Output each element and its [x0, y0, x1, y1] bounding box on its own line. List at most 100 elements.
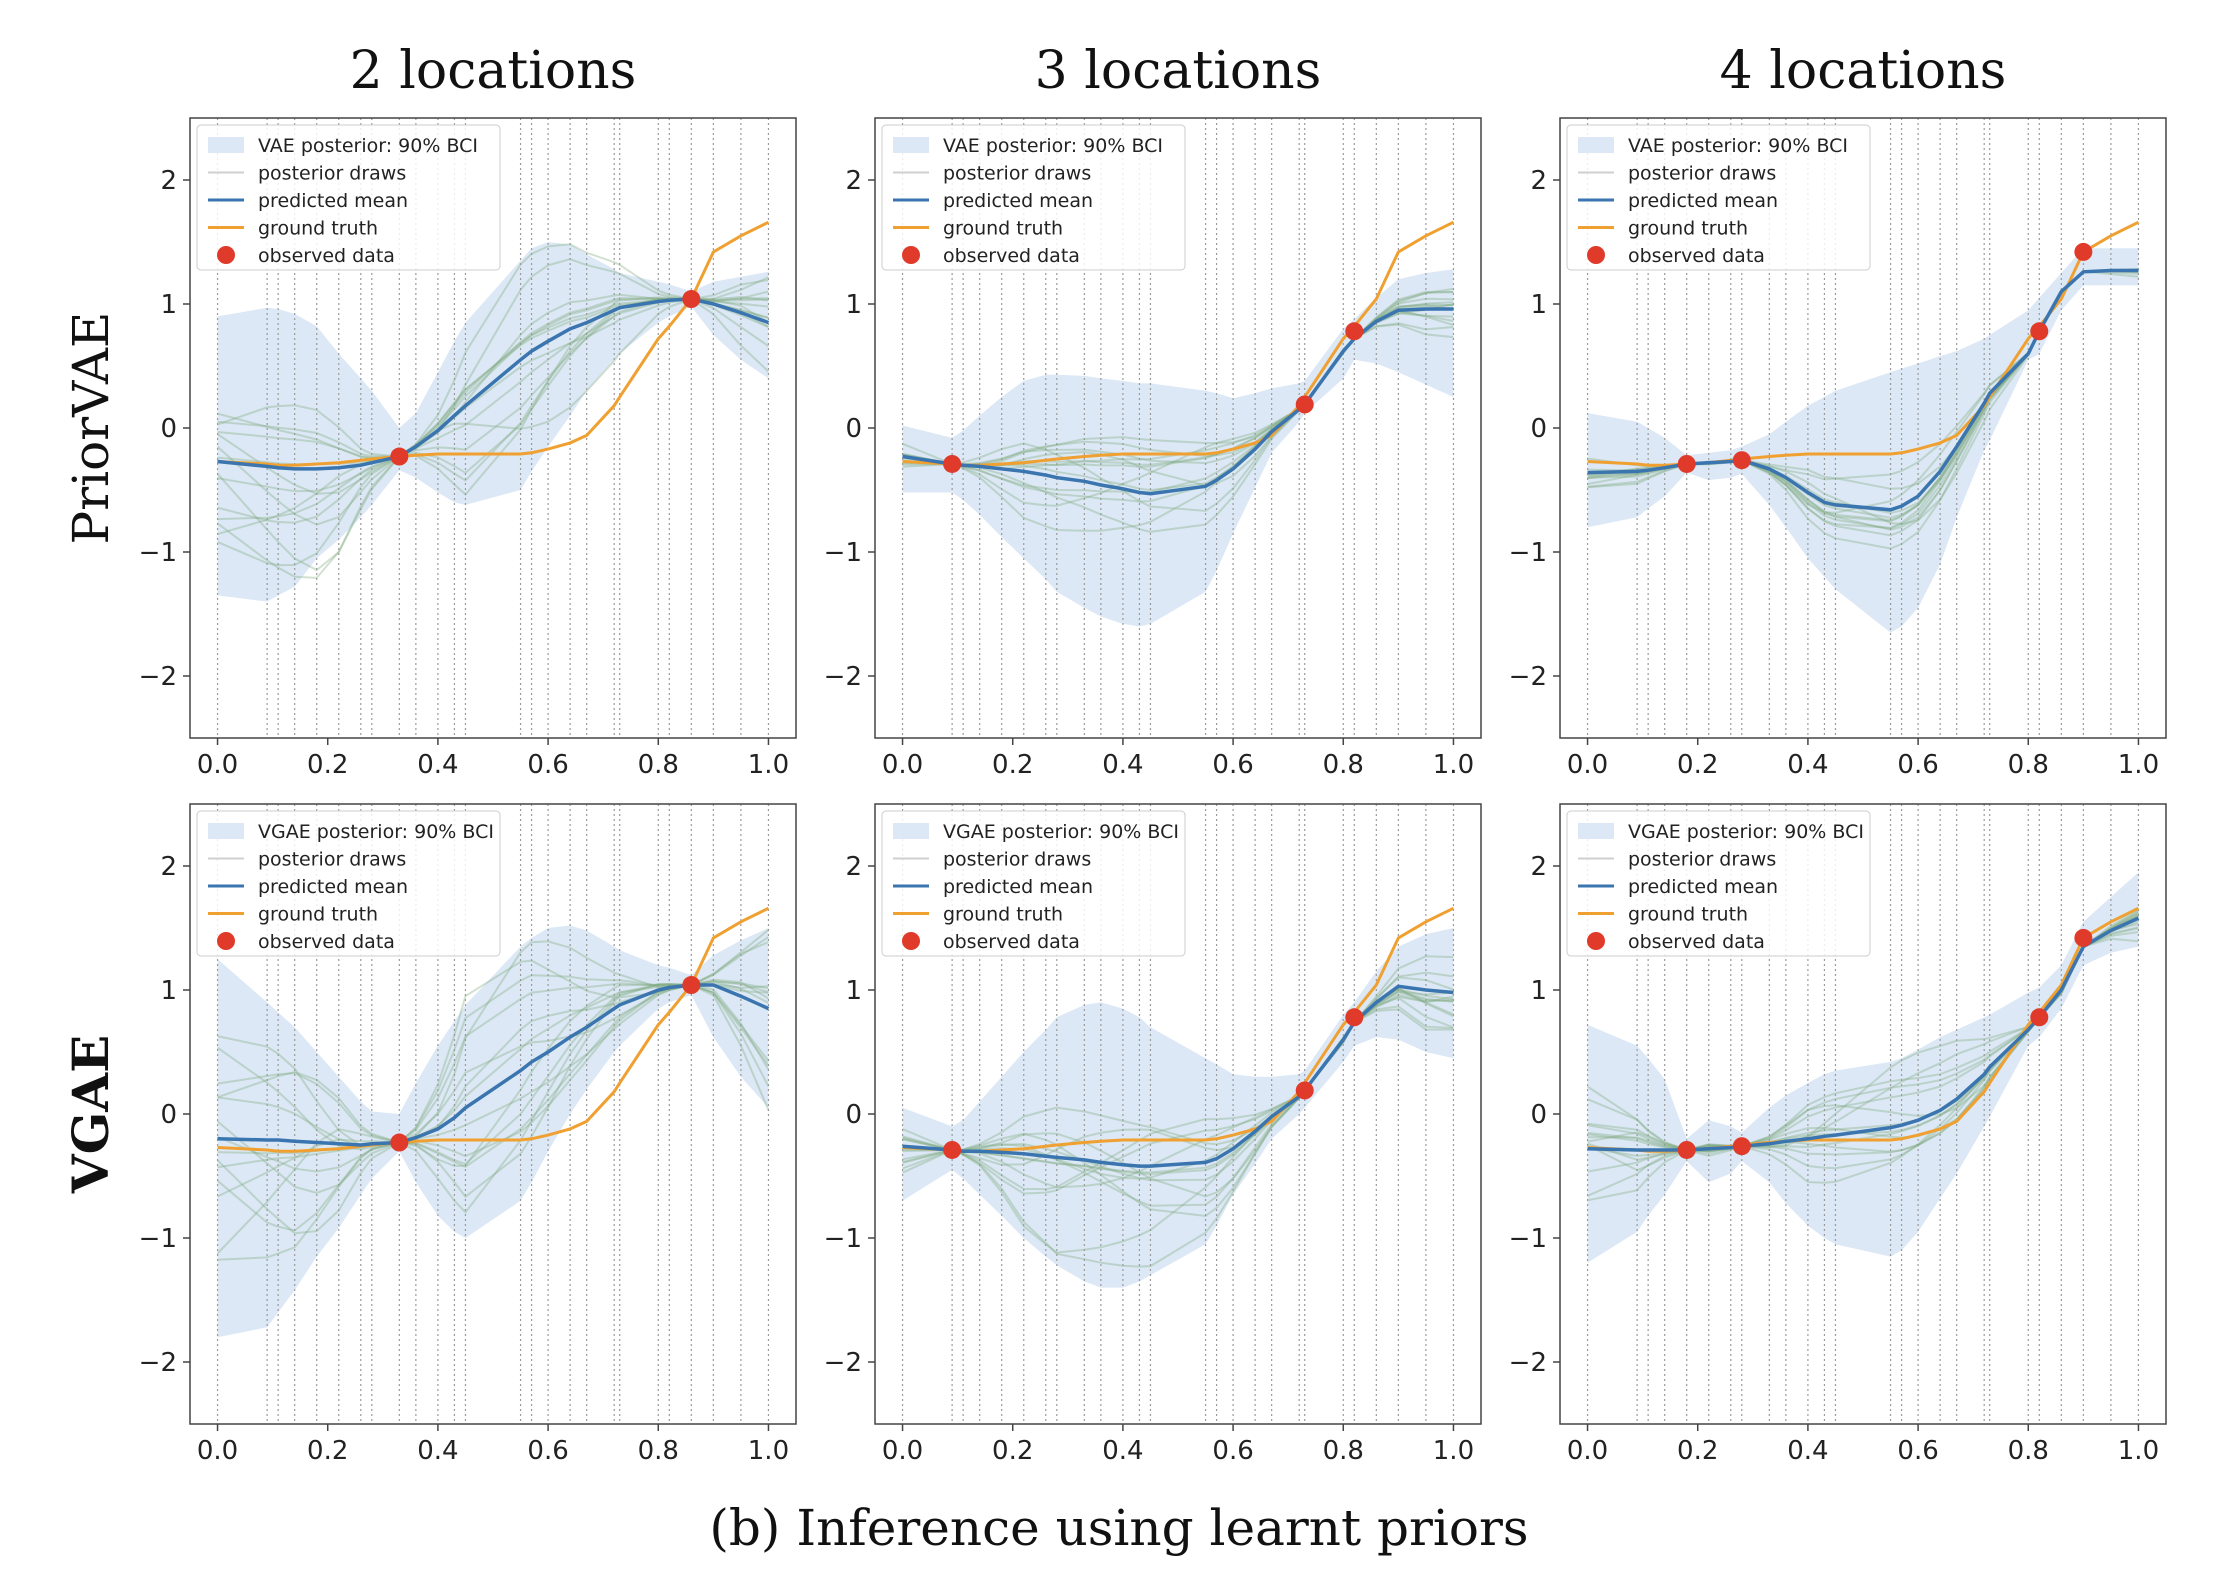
- observed-point: [1295, 395, 1314, 414]
- legend-label: VAE posterior: 90% BCI: [943, 135, 1163, 157]
- y-tick-label: −1: [1509, 1224, 1547, 1254]
- observed-point: [943, 1140, 962, 1159]
- x-tick-label: 0.0: [197, 1436, 238, 1466]
- legend-box: [881, 810, 1186, 957]
- legend-label: VGAE posterior: 90% BCI: [943, 821, 1179, 843]
- y-tick-label: 0: [160, 414, 177, 444]
- y-tick-label: 2: [1530, 166, 1547, 196]
- x-tick-label: 0.0: [1567, 1436, 1608, 1466]
- legend-swatch-observed: [902, 246, 920, 264]
- x-tick-label: 0.2: [1677, 1436, 1718, 1466]
- panel-1-3: 0.0 0.2 0.4 0.6 0.8 1.0 −2 −1 0 1 2 VAE posterior: …: [1509, 117, 2167, 780]
- x-tick-label: 0.8: [638, 750, 679, 780]
- posterior-draw: [217, 941, 769, 1199]
- legend-label: observed data: [1628, 245, 1765, 267]
- legend-label: posterior draws: [258, 163, 406, 185]
- y-tick-label: −1: [139, 538, 177, 568]
- legend-label: VGAE posterior: 90% BCI: [1628, 821, 1864, 843]
- x-tick-label: 0.6: [1212, 1436, 1253, 1466]
- y-tick-label: 1: [160, 976, 177, 1006]
- observed-point: [390, 447, 409, 466]
- y-tick-label: −2: [1509, 662, 1547, 692]
- posterior-draw: [217, 983, 770, 1169]
- observed-point: [390, 1133, 409, 1152]
- legend: VGAE posterior: 90% BCI posterior draws pr…: [1566, 810, 1871, 957]
- predicted-mean-line: [902, 307, 1454, 496]
- x-tick-label: 0.4: [1787, 1436, 1828, 1466]
- x-tick-label: 0.8: [1323, 750, 1364, 780]
- legend-label: predicted mean: [943, 876, 1093, 898]
- x-tick-label: 0.6: [527, 750, 568, 780]
- plot-area: [901, 118, 1455, 738]
- credible-band: [1587, 872, 2139, 1263]
- predicted-mean-line: [217, 297, 770, 471]
- posterior-draw: [217, 258, 770, 567]
- legend-swatch-band: [893, 137, 929, 153]
- posterior-draw: [216, 959, 770, 1255]
- legend-label: predicted mean: [258, 190, 408, 212]
- legend-swatch-observed: [217, 932, 235, 950]
- legend-swatch-band: [893, 823, 929, 839]
- x-tick-label: 0.2: [307, 1436, 348, 1466]
- legend-label: ground truth: [943, 904, 1063, 926]
- legend-label: observed data: [258, 245, 395, 267]
- y-tick-label: −2: [139, 662, 177, 692]
- legend-label: posterior draws: [1628, 163, 1776, 185]
- x-tick-label: 1.0: [1433, 1436, 1474, 1466]
- posterior-draw: [216, 978, 770, 1194]
- y-tick-label: −2: [1509, 1348, 1547, 1378]
- y-tick-label: −1: [139, 1224, 177, 1254]
- figure-caption: (b) Inference using learnt priors: [709, 1499, 1528, 1557]
- y-tick-label: 2: [160, 166, 177, 196]
- x-tick-label: 1.0: [2118, 1436, 2159, 1466]
- observed-point: [1345, 322, 1364, 341]
- legend: VGAE posterior: 90% BCI posterior draws pr…: [881, 810, 1186, 957]
- x-tick-label: 1.0: [2118, 750, 2159, 780]
- x-tick-label: 0.6: [1897, 1436, 1938, 1466]
- x-tick-label: 0.4: [1102, 750, 1143, 780]
- y-tick-label: −1: [824, 538, 862, 568]
- y-tick-label: 2: [845, 852, 862, 882]
- x-tick-label: 0.8: [2008, 750, 2049, 780]
- legend-label: VGAE posterior: 90% BCI: [258, 821, 494, 843]
- panel-2-2: 0.0 0.2 0.4 0.6 0.8 1.0 −2 −1 0 1 2 VGAE posterior:…: [824, 803, 1482, 1466]
- legend-box: [196, 810, 501, 957]
- legend-label: ground truth: [1628, 904, 1748, 926]
- row-title-2: VGAE: [61, 1035, 120, 1194]
- observed-point: [1677, 454, 1696, 473]
- legend-label: ground truth: [943, 218, 1063, 240]
- legend-box: [1566, 124, 1871, 271]
- y-tick-label: 2: [1530, 852, 1547, 882]
- observed-point: [2074, 928, 2093, 947]
- y-tick-label: −1: [824, 1224, 862, 1254]
- posterior-draw: [216, 295, 769, 572]
- y-tick-label: 1: [845, 976, 862, 1006]
- y-tick-label: −2: [139, 1348, 177, 1378]
- legend-box: [1566, 810, 1871, 957]
- x-tick-label: 0.6: [1897, 750, 1938, 780]
- y-tick-label: 1: [1530, 976, 1547, 1006]
- legend-swatch-band: [1578, 823, 1614, 839]
- legend-label: predicted mean: [258, 876, 408, 898]
- y-tick-label: 0: [1530, 1100, 1547, 1130]
- y-tick-label: 1: [160, 290, 177, 320]
- x-tick-label: 0.8: [2008, 1436, 2049, 1466]
- observed-point: [1295, 1081, 1314, 1100]
- credible-band: [902, 269, 1454, 627]
- x-tick-label: 0.6: [1212, 750, 1253, 780]
- x-tick-label: 0.4: [1787, 750, 1828, 780]
- y-tick-label: 1: [845, 290, 862, 320]
- x-tick-label: 0.2: [992, 1436, 1033, 1466]
- legend-swatch-observed: [902, 932, 920, 950]
- observed-point: [2030, 1008, 2049, 1027]
- posterior-draw: [216, 936, 770, 1235]
- panel-2-1: 0.0 0.2 0.4 0.6 0.8 1.0 −2 −1 0 1 2 VGAE posterior:…: [139, 803, 797, 1466]
- plot-area: [901, 804, 1455, 1424]
- x-tick-label: 1.0: [1433, 750, 1474, 780]
- ground-truth-line: [217, 220, 770, 467]
- legend-label: posterior draws: [258, 849, 406, 871]
- legend-label: posterior draws: [943, 849, 1091, 871]
- legend-label: observed data: [943, 931, 1080, 953]
- legend-label: ground truth: [258, 904, 378, 926]
